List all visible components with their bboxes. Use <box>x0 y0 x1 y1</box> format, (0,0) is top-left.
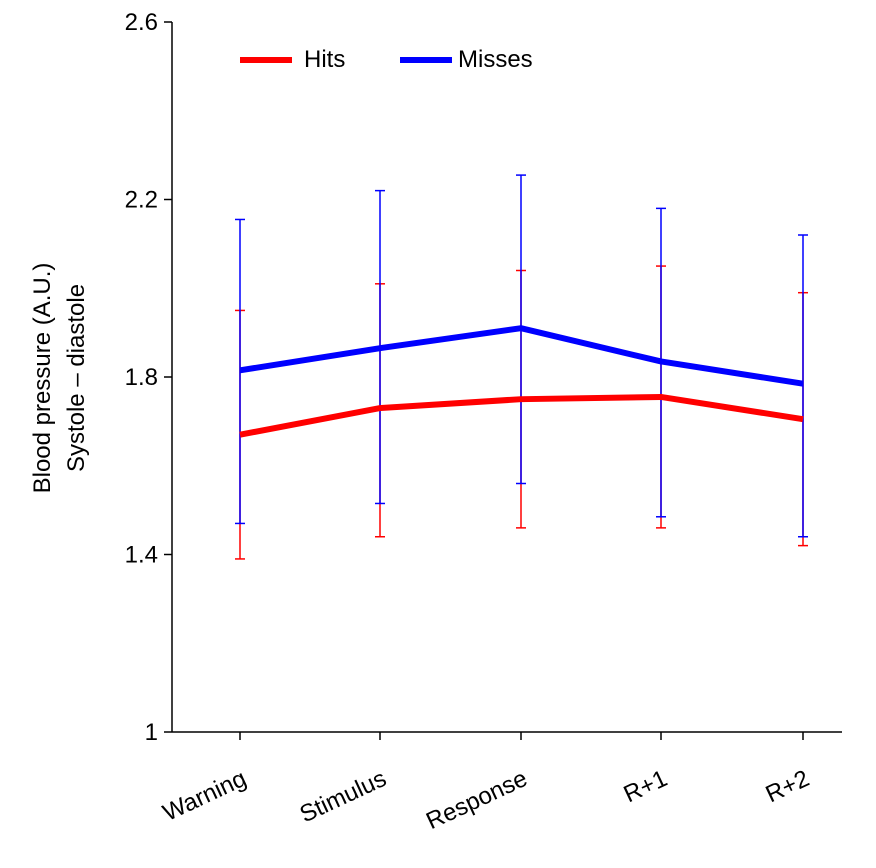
y-tick-label: 1 <box>145 719 158 746</box>
x-tick-label: Warning <box>159 765 251 827</box>
x-tick-label: R+2 <box>762 765 814 808</box>
x-tick-label: Stimulus <box>296 765 391 828</box>
y-tick-label: 1.8 <box>125 364 158 391</box>
axes: 1 1.4 1.8 2.2 2.6 Warning Stimulus Response R+1 R… <box>125 9 842 835</box>
x-tick-label: R+1 <box>620 765 672 808</box>
series-layer <box>235 174 808 560</box>
legend-label-misses: Misses <box>458 46 533 73</box>
series-line-misses <box>239 325 804 387</box>
y-axis-label-line: Systole – diastole <box>63 284 90 472</box>
series-line-hits <box>239 393 804 438</box>
y-axis-label-line: Blood pressure (A.U.) <box>29 263 56 494</box>
legend-label-hits: Hits <box>304 46 345 73</box>
y-tick-label: 2.6 <box>125 9 158 36</box>
y-axis-label: Blood pressure (A.U.) Systole – diastole <box>29 263 90 494</box>
y-tick-label: 2.2 <box>125 187 158 214</box>
legend: Hits Misses <box>240 46 533 73</box>
y-tick-label: 1.4 <box>125 542 158 569</box>
x-tick-label: Response <box>422 765 531 835</box>
